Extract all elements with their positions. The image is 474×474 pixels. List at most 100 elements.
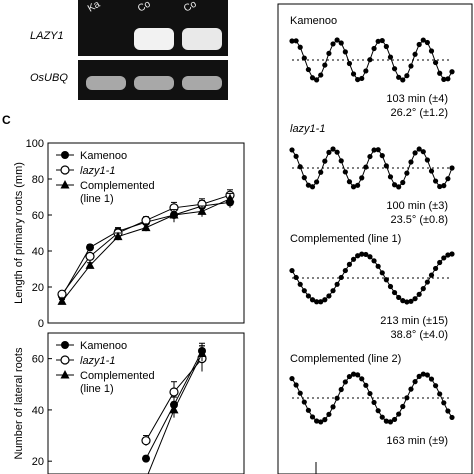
tip-panel-2-point-29	[408, 298, 414, 304]
gel-band-0-1	[134, 28, 174, 50]
tip-panel-0-point-36	[437, 70, 443, 76]
chart-0-legend-1-label: lazy1-1	[80, 165, 115, 177]
tip-panel-0-stat1: 103 min (±4)	[386, 93, 448, 105]
tip-panel-1-point-7	[318, 169, 324, 175]
tip-panel-1-point-5	[309, 184, 316, 190]
tip-panel-3-title: Complemented (line 2)	[290, 353, 401, 365]
tip-panel-3-point-1	[293, 382, 299, 388]
tip-panel-3-point-30	[412, 379, 418, 385]
tip-panel-1-point-3	[301, 175, 307, 181]
tip-panel-1-point-25	[391, 182, 398, 188]
tip-panel-3-point-36	[437, 391, 443, 397]
tip-panel-2-point-5	[309, 297, 316, 303]
tip-panel-0-point-39	[449, 69, 455, 75]
chart-1-ytick-label-2: 60	[32, 354, 44, 366]
chart-0-ytick-label-1: 20	[32, 282, 44, 294]
tip-panel-2-point-9	[326, 293, 332, 299]
tip-panel-2-point-2	[297, 281, 303, 287]
chart-1-legend-2-marker	[60, 370, 70, 379]
tip-panel-0-point-1	[293, 38, 299, 44]
tip-panel-3-point-10	[330, 404, 336, 410]
tip-frame	[277, 3, 473, 474]
tip-panel-2-point-13	[342, 267, 348, 274]
tip-panel-0-point-7	[318, 72, 324, 78]
tip-panel-1-point-32	[420, 149, 426, 155]
tip-panel-3-point-6	[314, 418, 320, 424]
tip-panel-2-point-32	[420, 286, 426, 292]
chart-0-ytick-label-3: 60	[32, 210, 44, 222]
tip-panel-1-point-28	[404, 170, 410, 176]
tip-panel-0-point-19	[367, 57, 373, 63]
tip-panel-2-point-28	[404, 299, 410, 305]
tip-panel-0-point-24	[387, 54, 394, 60]
tip-panel-2-point-14	[346, 261, 353, 267]
tip-panel-0-point-27	[400, 77, 406, 83]
tip-panel-2-point-7	[318, 299, 324, 305]
tip-panel-2-point-33	[424, 279, 430, 285]
tip-panel-3-point-28	[404, 395, 410, 401]
gel-row-label-osubq: OsUBQ	[30, 72, 68, 84]
tip-panel-1-point-31	[416, 146, 422, 152]
chart-0-ytick-label-4: 80	[32, 174, 44, 186]
tip-panel-0-point-21	[375, 38, 381, 44]
tip-panel-1-point-23	[383, 163, 389, 169]
tip-panel-2-point-0	[289, 267, 295, 274]
tip-panel-2-point-4	[305, 293, 312, 299]
chart-0-legend-2-marker	[60, 180, 70, 189]
tip-panel-3-point-26	[396, 411, 402, 417]
panel-letter-c: C	[2, 113, 11, 127]
gel-band-1-1	[134, 76, 174, 90]
tip-panel-3-point-34	[428, 376, 435, 382]
tip-panel-2-point-11	[334, 281, 340, 287]
tip-panel-2-point-34	[428, 272, 435, 278]
chart-0-ytick-label-0: 0	[38, 318, 44, 330]
chart-0-series-2-point-1	[85, 260, 95, 269]
chart-0-series-2-point-5	[197, 206, 207, 215]
gel-band-1-2	[182, 76, 222, 90]
tip-panel-0-point-14	[346, 60, 353, 67]
tip-panel-0-title: Kamenoo	[290, 15, 337, 27]
tip-panel-1-point-30	[412, 150, 418, 156]
tip-panel-2-point-37	[441, 255, 447, 261]
tip-panel-3-point-9	[326, 411, 332, 417]
tip-panel-2-point-17	[359, 251, 365, 257]
chart-0-series-2-point-4	[169, 210, 179, 219]
tip-panel-1-point-18	[363, 164, 369, 170]
tip-panel-0-point-22	[379, 37, 385, 44]
tip-panel-1-stat2: 23.5° (±0.8)	[390, 214, 448, 226]
tip-panel-2-point-12	[338, 274, 344, 281]
tip-panel-2-stat2: 38.8° (±4.0)	[390, 329, 448, 341]
chart-0-legend-2-label-1: (line 1)	[80, 193, 114, 205]
tip-panel-2-point-26	[396, 294, 402, 301]
tip-panel-3-point-17	[359, 376, 365, 382]
tip-panel-3-point-0	[289, 375, 295, 382]
tip-panel-0-point-30	[412, 51, 418, 57]
chart-0-frame	[47, 142, 245, 324]
chart-0-series-0-point-1	[86, 243, 94, 252]
tip-panel-1-point-29	[408, 159, 414, 165]
tip-panel-0-point-11	[334, 37, 340, 43]
chart-1-legend-0-marker	[61, 341, 69, 349]
chart-1-legend-1-label: lazy1-1	[80, 355, 115, 367]
tip-panel-2-point-23	[383, 277, 389, 283]
chart-1-series-1-point-1	[169, 387, 179, 397]
tip-panel-3-point-37	[441, 400, 447, 406]
tip-panel-0-point-18	[363, 68, 369, 74]
tip-panel-1-point-39	[449, 165, 455, 171]
tip-panel-3-point-25	[391, 416, 398, 423]
tip-panel-0-point-9	[326, 50, 332, 56]
tip-panel-1-point-21	[375, 147, 381, 153]
tip-panel-0-point-25	[391, 66, 398, 72]
tip-panel-2-point-27	[400, 298, 406, 304]
tip-panel-3-point-39	[449, 414, 455, 421]
tip-panel-0-point-13	[342, 49, 348, 55]
tip-panel-2-point-39	[449, 251, 455, 257]
tip-panel-1-point-16	[355, 182, 361, 188]
tip-panel-2-point-35	[432, 265, 439, 272]
tip-panel-3-point-3	[301, 399, 307, 405]
tip-panel-2-point-21	[375, 263, 381, 269]
chart-1-legend-0-label: Kamenoo	[80, 340, 127, 352]
tip-panel-1-point-10	[330, 146, 336, 152]
tip-panel-3-point-13	[342, 379, 348, 385]
